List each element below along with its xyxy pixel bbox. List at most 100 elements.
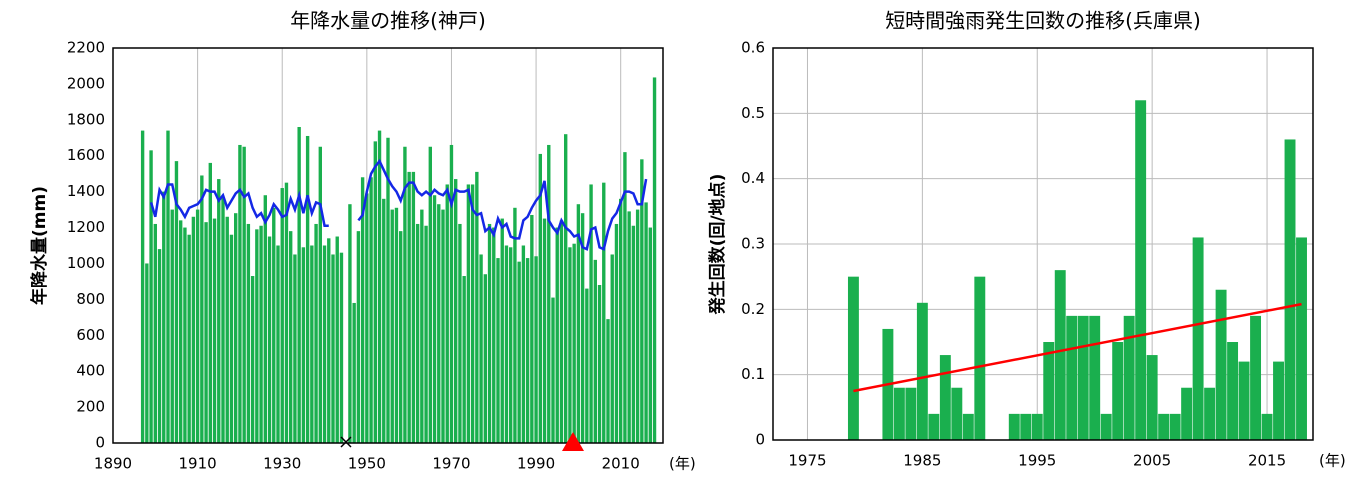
y-axis-label: 年降水量(mm) [29, 186, 50, 305]
y-tick-label: 0.6 [741, 39, 765, 57]
bar [1100, 413, 1112, 440]
bar [394, 207, 399, 443]
y-tick-label: 0.1 [741, 365, 765, 383]
bar [327, 238, 331, 443]
y-tick-label: 600 [76, 326, 105, 344]
bar [576, 204, 581, 443]
y-tick-label: 0.5 [741, 104, 765, 122]
bar [479, 254, 483, 443]
bar [166, 130, 170, 443]
bar [905, 387, 917, 440]
bar [454, 179, 458, 443]
line [149, 158, 648, 251]
bar [916, 302, 928, 440]
x-tick-label: 2015 [1248, 452, 1286, 470]
bar [635, 209, 640, 443]
bar [407, 171, 411, 444]
bar [1043, 342, 1055, 440]
bar [195, 209, 200, 443]
bar [250, 276, 255, 443]
bar [939, 355, 951, 440]
bar [551, 297, 555, 443]
y-tick-label: 0 [95, 434, 105, 452]
plot-border [772, 47, 1314, 441]
bar [547, 144, 551, 444]
plot-border [112, 47, 664, 444]
bar [280, 188, 284, 443]
bar [399, 231, 403, 443]
y-tick-label: 1000 [67, 254, 105, 272]
bar [652, 77, 657, 443]
bar [145, 263, 149, 443]
bar [1204, 387, 1216, 440]
bar [462, 276, 466, 443]
x-axis-unit: (年) [669, 455, 696, 473]
relocation-marker [562, 432, 584, 451]
bar [614, 223, 619, 443]
bar [153, 223, 157, 443]
bar [504, 245, 509, 443]
bar [310, 245, 314, 443]
bar [525, 258, 530, 443]
bar [1169, 413, 1181, 440]
bar [1296, 237, 1307, 440]
bar [1146, 355, 1158, 440]
bar [619, 198, 623, 443]
bar [352, 302, 356, 443]
bar [640, 159, 644, 443]
bar [534, 256, 538, 443]
y-tick-label: 0.4 [741, 169, 765, 187]
y-tick-label: 0.2 [741, 300, 765, 318]
bar [289, 231, 293, 443]
bar [483, 274, 487, 443]
bar [437, 204, 441, 443]
bar [318, 146, 322, 443]
bar [648, 227, 652, 443]
bar [593, 259, 597, 443]
bar [445, 184, 449, 444]
bar [314, 223, 318, 443]
bar [242, 146, 246, 443]
bar [415, 223, 420, 443]
bar [470, 184, 475, 444]
bar [589, 184, 593, 444]
bar [1054, 270, 1066, 440]
bar [301, 247, 306, 443]
x-tick-label: 1930 [263, 455, 301, 473]
bar [509, 247, 513, 443]
bar [449, 144, 454, 444]
bar [229, 234, 234, 443]
x-tick-label: 1990 [517, 455, 555, 473]
x-axis-unit: (年) [1319, 452, 1346, 470]
bar [974, 276, 986, 440]
bar [597, 285, 602, 443]
bar [174, 161, 179, 443]
bar [305, 135, 310, 443]
y-tick-label: 0.3 [741, 235, 765, 253]
bar [356, 231, 361, 443]
y-tick-label: 2000 [67, 74, 105, 92]
bar [1273, 361, 1284, 440]
bar [183, 227, 187, 443]
bar [360, 177, 365, 444]
x-tick-label: 2005 [1133, 452, 1171, 470]
bar [149, 150, 153, 443]
bar [284, 182, 289, 443]
bar [179, 220, 183, 443]
bar [610, 254, 614, 443]
y-tick-label: 1200 [67, 218, 105, 236]
bar [187, 234, 191, 443]
bar [475, 171, 479, 444]
bar [487, 223, 492, 443]
x-tick-label: 1975 [788, 452, 826, 470]
bar [1008, 413, 1020, 440]
bar [951, 387, 963, 440]
bar [140, 130, 145, 443]
bar [928, 413, 940, 440]
bar [234, 213, 238, 443]
bar [162, 191, 166, 443]
x-tick-label: 1970 [432, 455, 470, 473]
bar [339, 252, 344, 443]
bar [200, 175, 204, 443]
bar [441, 209, 445, 443]
